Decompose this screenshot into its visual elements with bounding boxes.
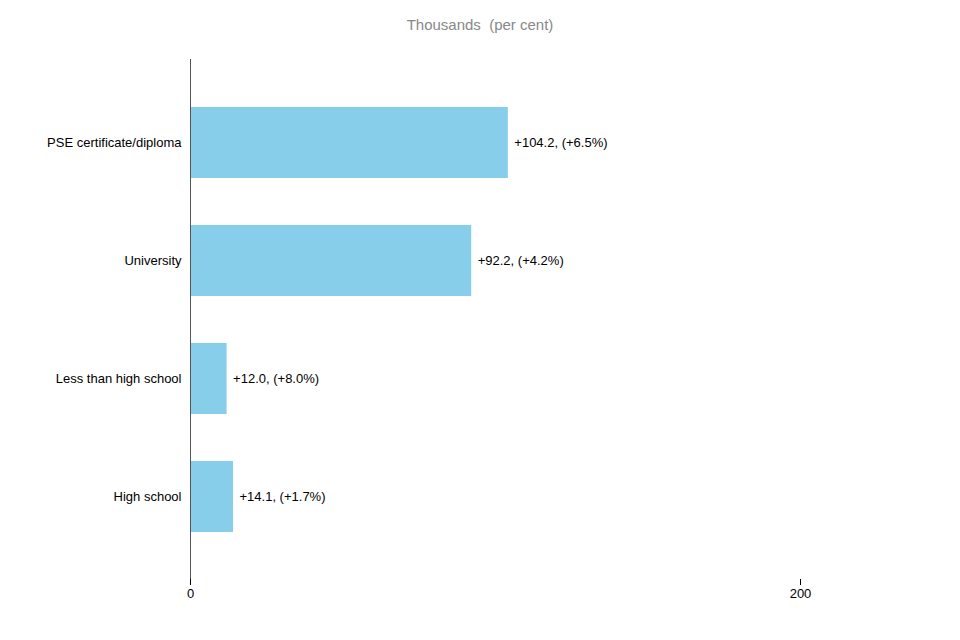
svg-text:+104.2, (+6.5%): +104.2, (+6.5%) xyxy=(514,135,607,150)
svg-text:PSE certificate/diploma: PSE certificate/diploma xyxy=(47,135,182,150)
svg-text:Less than high school: Less than high school xyxy=(56,371,182,386)
svg-text:University: University xyxy=(124,253,182,268)
svg-text:0: 0 xyxy=(187,586,194,601)
svg-text:+14.1, (+1.7%): +14.1, (+1.7%) xyxy=(240,489,326,504)
svg-text:200: 200 xyxy=(790,586,812,601)
html-text:Thousands (per cent): Thousands (per cent) xyxy=(406,16,554,33)
svg-text:+92.2, (+4.2%): +92.2, (+4.2%) xyxy=(478,253,564,268)
svg-text:High school: High school xyxy=(114,489,182,504)
svg-text:+12.0, (+8.0%): +12.0, (+8.0%) xyxy=(233,371,319,386)
